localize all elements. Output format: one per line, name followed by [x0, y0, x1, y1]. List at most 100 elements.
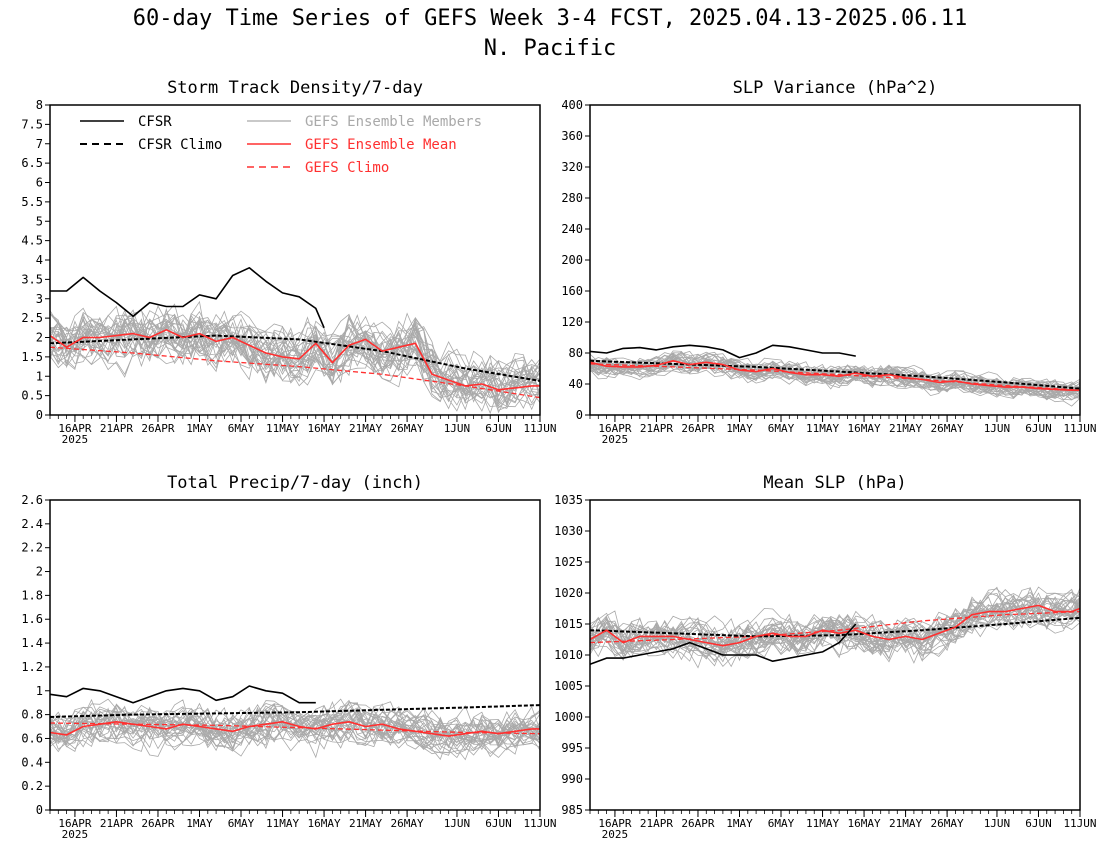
x-tick-label: 1MAY [186, 422, 213, 435]
ensemble-member-line [590, 594, 1080, 654]
y-tick-label: 5.5 [21, 195, 43, 209]
ensemble-member-line [50, 710, 540, 759]
y-tick-label: 0.8 [21, 708, 43, 722]
y-tick-label: 1015 [554, 617, 583, 631]
y-tick-label: 1 [36, 684, 43, 698]
legend-cfsr-climo-label: CFSR Climo [138, 137, 222, 153]
x-tick-label: 21APR [100, 422, 133, 435]
y-tick-label: 360 [561, 129, 583, 143]
chart-storm: Storm Track Density/7-day 0 0.5 1 1.5 2 2.5 3 3.… [21, 78, 556, 446]
ensemble-member-line [590, 352, 1080, 395]
x-tick-label: 6MAY [768, 422, 795, 435]
y-tick-label: 8 [36, 98, 43, 112]
x-year-label: 2025 [62, 433, 89, 446]
y-tick-label: 2.2 [21, 541, 43, 555]
ensemble-member-line [50, 698, 540, 750]
ensemble-members [590, 350, 1080, 407]
panel-title: Storm Track Density/7-day [167, 78, 423, 98]
ensemble-member-line [50, 701, 540, 755]
y-tick-label: 1 [36, 369, 43, 383]
x-tick-label: 11JUN [523, 422, 556, 435]
y-tick-label: 1010 [554, 648, 583, 662]
ensemble-members [50, 300, 540, 415]
cfsr-climo-line [589, 359, 1081, 390]
ensemble-member-line [50, 314, 540, 415]
ensemble-mean-line [49, 720, 540, 737]
x-tick-label: 11JUN [523, 817, 556, 830]
legend-cfsr-label: CFSR [138, 114, 172, 130]
cfsr-line [589, 344, 856, 359]
y-tick-label: 0.6 [21, 731, 43, 745]
x-tick-label: 26APR [141, 422, 174, 435]
x-tick-label: 21APR [640, 422, 673, 435]
y-tick-label: 1005 [554, 679, 583, 693]
x-tick-label: 11MAY [266, 817, 299, 830]
y-tick-label: 120 [561, 315, 583, 329]
y-tick-label: 985 [561, 803, 583, 817]
y-tick-label: 0.2 [21, 779, 43, 793]
ensemble-mean-line [589, 604, 1081, 647]
y-tick-label: 4.5 [21, 234, 43, 248]
x-tick-label: 26MAY [931, 422, 964, 435]
ensemble-member-line [50, 708, 540, 755]
y-tick-label: 1025 [554, 555, 583, 569]
ensemble-members [50, 698, 540, 761]
y-tick-label: 2 [36, 331, 43, 345]
gefs-climo-line [589, 363, 1081, 391]
y-tick-label: 2.4 [21, 517, 43, 531]
legend-mean-label: GEFS Ensemble Mean [305, 137, 457, 153]
chart-precip: Total Precip/7-day (inch)00.20.40.60.811… [21, 473, 556, 841]
y-tick-label: 1020 [554, 586, 583, 600]
ensemble-member-line [50, 321, 540, 405]
y-tick-label: 0.5 [21, 389, 43, 403]
chart-mslp: Mean SLP (hPa) 985 990 995 1000 1005 1010 1015 1… [554, 473, 1096, 841]
y-tick-label: 6 [36, 176, 43, 190]
y-tick-label: 3.5 [21, 272, 43, 286]
y-tick-label: 1030 [554, 524, 583, 538]
x-year-label: 2025 [602, 828, 629, 841]
x-tick-label: 1MAY [726, 817, 753, 830]
ensemble-member-line [590, 597, 1080, 662]
y-tick-label: 2.6 [21, 493, 43, 507]
y-tick-label: 1.5 [21, 350, 43, 364]
y-tick-label: 200 [561, 253, 583, 267]
cfsr-line [589, 623, 857, 666]
cfsr-line [49, 685, 316, 704]
x-tick-label: 16MAY [308, 422, 341, 435]
x-tick-label: 16MAY [308, 817, 341, 830]
y-tick-label: 995 [561, 741, 583, 755]
y-tick-label: 5 [36, 214, 43, 228]
y-tick-label: 1.2 [21, 660, 43, 674]
x-tick-label: 6MAY [228, 817, 255, 830]
y-tick-label: 1.8 [21, 588, 43, 602]
y-tick-label: 0 [36, 408, 43, 422]
x-tick-label: 11MAY [806, 422, 839, 435]
y-tick-label: 1.4 [21, 636, 43, 650]
ensemble-member-line [50, 705, 540, 750]
x-tick-label: 1JUN [444, 817, 471, 830]
x-tick-label: 26APR [141, 817, 174, 830]
panel-title: SLP Variance (hPa^2) [733, 78, 938, 98]
y-tick-label: 1000 [554, 710, 583, 724]
x-tick-label: 21MAY [349, 817, 382, 830]
gefs-climo-line [589, 610, 1081, 644]
x-tick-label: 16APR [58, 817, 91, 830]
x-tick-label: 26APR [681, 817, 714, 830]
x-tick-label: 26MAY [391, 422, 424, 435]
x-tick-label: 16MAY [848, 422, 881, 435]
y-tick-label: 400 [561, 98, 583, 112]
x-tick-label: 1JUN [984, 422, 1011, 435]
y-tick-label: 40 [569, 377, 583, 391]
y-tick-label: 0 [36, 803, 43, 817]
y-tick-label: 6.5 [21, 156, 43, 170]
y-tick-label: 7.5 [21, 117, 43, 131]
cfsr-climo-line [49, 334, 541, 382]
y-tick-label: 990 [561, 772, 583, 786]
y-tick-label: 1.6 [21, 612, 43, 626]
y-tick-label: 320 [561, 160, 583, 174]
x-tick-label: 6JUN [485, 817, 512, 830]
ensemble-mean-line [49, 328, 540, 391]
cfsr-climo-line [49, 704, 541, 718]
x-tick-label: 1JUN [984, 817, 1011, 830]
